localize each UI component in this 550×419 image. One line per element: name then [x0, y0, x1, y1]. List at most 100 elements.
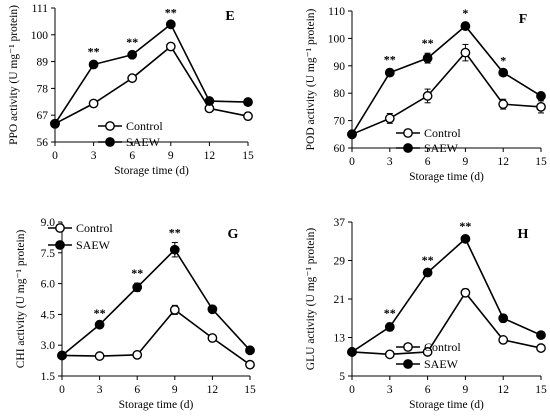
x-tick-label: 0 [349, 384, 355, 396]
x-tick-label: 15 [535, 156, 547, 168]
legend-marker [55, 223, 65, 233]
legend: Control SAEW [396, 340, 461, 371]
panel-letter: G [228, 227, 239, 242]
data-point [207, 304, 218, 315]
y-tick-label: 56 [37, 137, 49, 149]
x-tick-label: 0 [349, 156, 355, 168]
x-tick-label: 0 [59, 384, 65, 396]
y-tick-label: 100 [328, 33, 346, 45]
series-saew [347, 21, 546, 140]
chart-panel-e: 56 67 78 89 100 111 0 3 6 9 12 15 Storage time (d) PP… [8, 3, 254, 177]
significance-mark: ** [459, 219, 471, 233]
y-tick-label: 90 [334, 61, 346, 73]
y-tick-label: 37 [334, 217, 346, 229]
series-saew [57, 242, 255, 361]
data-point [243, 111, 253, 122]
data-point [384, 67, 395, 78]
y-axis-title: CHI activity (U mg⁻¹ protein) [15, 230, 27, 369]
data-point [422, 267, 433, 278]
y-tick-label: 6.0 [41, 279, 56, 291]
series-control [347, 43, 546, 140]
data-point [384, 349, 395, 360]
x-tick-label: 9 [168, 150, 174, 162]
x-tick-label: 15 [535, 384, 547, 396]
data-point [88, 98, 99, 109]
legend-label: SAEW [126, 135, 161, 149]
significance-mark: * [462, 6, 468, 20]
data-point [132, 349, 143, 360]
x-tick-label: 12 [207, 384, 219, 396]
series-line [351, 237, 542, 353]
y-tick-label: 13 [334, 333, 346, 345]
data-point [169, 244, 180, 255]
y-tick-label: 4.5 [41, 309, 56, 321]
data-point [127, 73, 138, 84]
significance-mark: ** [422, 36, 434, 50]
data-point [243, 97, 253, 107]
significance-mark: ** [384, 52, 396, 66]
y-axis-title: PPO activity (U mg⁻¹ protein) [8, 5, 20, 145]
data-point [422, 347, 433, 357]
legend-label: Control [424, 340, 461, 354]
significance-mark: ** [422, 253, 434, 267]
data-point [207, 333, 218, 343]
data-point [498, 99, 509, 110]
significance-mark: ** [88, 45, 100, 59]
y-tick-label: 100 [31, 30, 49, 42]
x-tick-label: 9 [463, 156, 469, 168]
x-axis-title: Storage time (d) [409, 171, 484, 183]
series-line [61, 308, 251, 366]
x-tick-label: 0 [52, 150, 58, 162]
data-point [460, 233, 471, 244]
y-tick-label: 3.0 [41, 340, 56, 352]
y-tick-label: 21 [334, 294, 346, 306]
significance-mark: ** [131, 266, 143, 280]
legend-marker [403, 342, 413, 352]
data-point [460, 47, 471, 58]
significance-mark: ** [165, 6, 177, 20]
legend-label: SAEW [424, 357, 459, 371]
data-point [498, 67, 509, 78]
data-point [384, 113, 395, 124]
y-tick-label: 1.5 [41, 371, 56, 383]
series-control [50, 41, 253, 129]
series-line [54, 23, 249, 125]
legend-label: SAEW [76, 238, 111, 252]
y-axis-title: GLU activity (U mg⁻¹ protein) [305, 228, 317, 371]
series-line [351, 51, 542, 136]
data-point [88, 59, 99, 70]
x-tick-label: 3 [387, 384, 393, 396]
x-tick-label: 6 [134, 384, 140, 396]
x-tick-label: 12 [497, 384, 509, 396]
series-saew [347, 233, 546, 357]
x-tick-label: 6 [129, 150, 135, 162]
panel-letter: E [225, 9, 234, 24]
x-tick-label: 9 [463, 384, 469, 396]
data-point [127, 49, 138, 60]
x-tick-label: 3 [91, 150, 97, 162]
y-tick-label: 89 [37, 57, 49, 69]
legend-marker [105, 137, 115, 147]
legend-marker [403, 143, 413, 153]
x-tick-label: 12 [497, 156, 509, 168]
significance-mark: ** [384, 306, 396, 320]
y-tick-label: 67 [37, 110, 49, 122]
x-tick-label: 3 [97, 384, 103, 396]
x-tick-label: 6 [425, 384, 431, 396]
y-tick-label: 110 [328, 6, 345, 18]
x-tick-label: 3 [387, 156, 393, 168]
data-point [245, 359, 255, 370]
y-tick-label: 78 [37, 83, 49, 95]
data-point [536, 330, 546, 340]
x-axis-title: Storage time (d) [119, 399, 194, 411]
data-point [57, 350, 67, 361]
data-point [165, 41, 176, 52]
x-axis-title: Storage time (d) [114, 165, 189, 177]
data-point [536, 102, 546, 112]
legend-marker [403, 128, 413, 138]
